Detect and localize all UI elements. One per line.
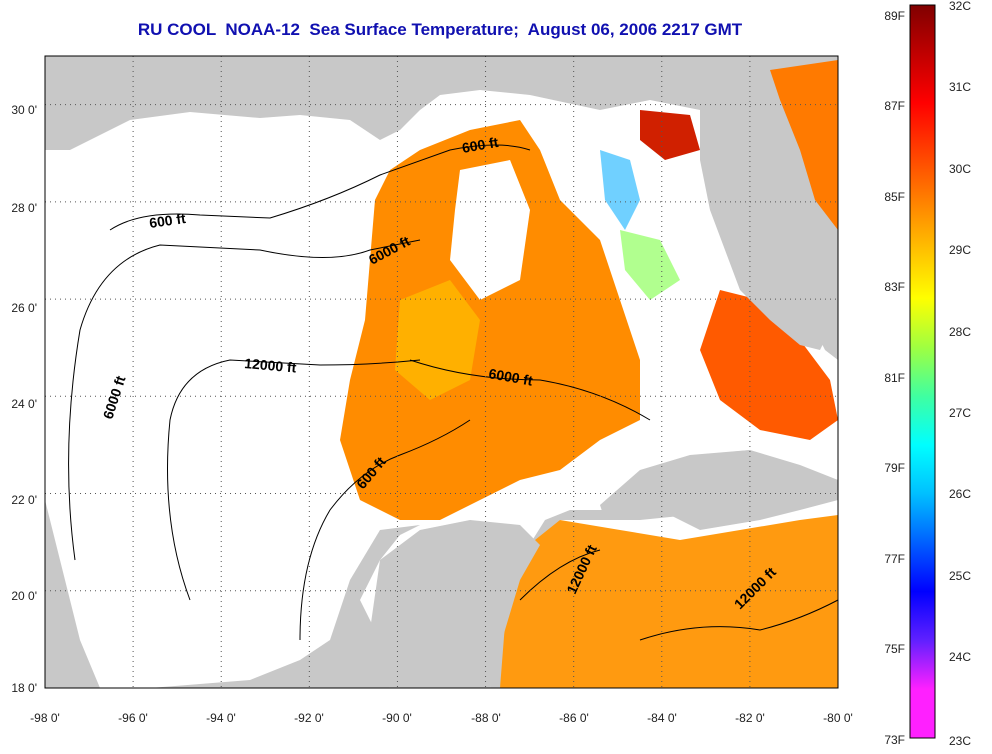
lon-label: -80 0' (823, 711, 853, 725)
colorbar-f-label: 79F (884, 461, 905, 475)
sst-region-yellow-patch (395, 280, 480, 400)
colorbar-c-label: 26C (949, 487, 971, 501)
lon-label: -90 0' (382, 711, 412, 725)
lat-label: 20 0' (11, 589, 37, 603)
lat-label: 26 0' (11, 301, 37, 315)
lon-label: -92 0' (294, 711, 324, 725)
contour-12000ft (167, 359, 421, 601)
sst-region-big-bend-hot (640, 110, 700, 160)
lon-label: -94 0' (206, 711, 236, 725)
lon-label: -84 0' (647, 711, 677, 725)
contour-label-600ft-west: 600 ft (148, 210, 187, 231)
colorbar-f-label: 89F (884, 9, 905, 23)
lon-label: -86 0' (559, 711, 589, 725)
colorbar-f-label: 81F (884, 371, 905, 385)
map-frame (44, 55, 839, 689)
colorbar-f-label: 87F (884, 99, 905, 113)
colorbar-f-labels: 89F 87F 85F 83F 81F 79F 77F 75F 73F (884, 9, 905, 747)
lat-label: 22 0' (11, 493, 37, 507)
colorbar-c-label: 24C (949, 650, 971, 664)
colorbar: 89F 87F 85F 83F 81F 79F 77F 75F 73F 32C … (884, 0, 971, 748)
colorbar-c-label: 31C (949, 80, 971, 94)
map-panel (45, 56, 838, 688)
contour-label-600ft-north: 600 ft (461, 134, 500, 156)
sst-region-florida-shelf (700, 290, 838, 440)
colorbar-f-label: 85F (884, 190, 905, 204)
lon-label: -88 0' (471, 711, 501, 725)
sst-region-caribbean (500, 515, 838, 688)
sst-region-florida-atlantic (770, 60, 838, 230)
contour-label-6000ft-east: 6000 ft (487, 365, 534, 389)
contour-6000ft (68, 239, 651, 561)
contour-caribbean (519, 549, 838, 641)
yucatan-land (370, 520, 540, 688)
colorbar-c-label: 28C (949, 325, 971, 339)
contour-600ft (109, 144, 531, 231)
colorbar-c-labels: 32C 31C 30C 29C 28C 27C 26C 25C 24C 23C (949, 0, 971, 748)
florida-land (700, 100, 835, 350)
gridlines (45, 56, 838, 688)
cuba-land (600, 450, 838, 520)
lon-label: -98 0' (30, 711, 60, 725)
colorbar-f-label: 83F (884, 280, 905, 294)
sst-region-eastern-gulf (340, 120, 640, 520)
colorbar-f-label: 77F (884, 552, 905, 566)
colorbar-c-label: 29C (949, 243, 971, 257)
map-title: RU COOL NOAA-12 Sea Surface Temperature;… (137, 20, 743, 39)
lat-label: 24 0' (11, 397, 37, 411)
sst-region-blue-streak (600, 150, 640, 230)
contour-600ft-yucatan (299, 419, 471, 641)
lat-label: 18 0' (11, 681, 37, 695)
lat-axis-labels: 18 0' 20 0' 22 0' 24 0' 26 0' 28 0' 30 0… (11, 103, 37, 695)
sst-region-gulf-gap (450, 160, 530, 300)
colorbar-scale (909, 4, 936, 739)
colorbar-c-label: 23C (949, 734, 971, 748)
lon-axis-labels: -98 0' -96 0' -94 0' -92 0' -90 0' -88 0… (30, 711, 853, 725)
colorbar-c-label: 27C (949, 406, 971, 420)
colorbar-c-label: 30C (949, 162, 971, 176)
lon-label: -82 0' (735, 711, 765, 725)
lat-label: 30 0' (11, 103, 37, 117)
contour-label-12000ft-central: 12000 ft (244, 355, 298, 376)
sst-region-green-streak (620, 230, 680, 300)
colorbar-f-label: 73F (884, 733, 905, 747)
colorbar-f-label: 75F (884, 642, 905, 656)
colorbar-c-label: 25C (949, 569, 971, 583)
lon-label: -96 0' (118, 711, 148, 725)
lat-label: 28 0' (11, 201, 37, 215)
colorbar-c-label: 32C (949, 0, 971, 13)
